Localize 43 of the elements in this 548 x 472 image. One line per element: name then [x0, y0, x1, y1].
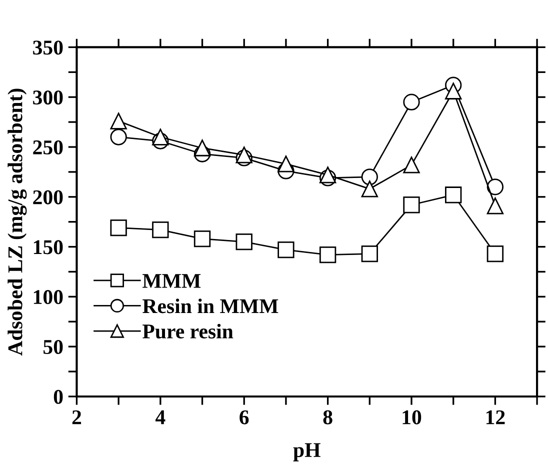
point — [194, 230, 211, 248]
x-axis-title: pH — [293, 443, 320, 462]
point — [152, 221, 169, 238]
legend-label: Resin in MMM — [142, 298, 278, 314]
point — [194, 140, 211, 156]
y-tick-label: 350 — [33, 40, 63, 55]
point — [278, 241, 294, 258]
point — [236, 233, 252, 250]
point — [278, 156, 294, 172]
x-tick-label: 12 — [486, 410, 505, 424]
point — [361, 245, 378, 262]
point — [361, 168, 378, 186]
x-tick-label: 6 — [240, 410, 249, 424]
point — [445, 186, 462, 204]
point — [110, 112, 127, 130]
point — [319, 246, 336, 264]
x-tick-label: 8 — [323, 410, 332, 424]
point — [403, 156, 420, 174]
x-tick-label: 2 — [72, 410, 82, 424]
legend-label: MMM — [142, 274, 201, 288]
point — [319, 166, 336, 184]
y-tick-label: 250 — [33, 140, 63, 154]
point — [445, 82, 462, 100]
legend-label: Pure resin — [142, 324, 234, 339]
y-tick-label: 0 — [54, 390, 63, 404]
point — [110, 128, 127, 146]
point — [486, 245, 504, 262]
y-tick-label: 100 — [34, 290, 63, 304]
point — [152, 128, 169, 146]
point — [486, 178, 504, 196]
x-tick-label: 10 — [402, 410, 422, 424]
point — [403, 94, 420, 110]
point — [236, 146, 252, 164]
point — [110, 219, 127, 236]
y-tick-label: 50 — [44, 340, 63, 354]
point — [361, 180, 378, 198]
y-axis-title: Adsobed LZ (mg/g adsorbent) — [8, 88, 27, 356]
x-tick-label: 4 — [155, 410, 166, 424]
y-tick-label: 200 — [33, 190, 63, 204]
y-tick-label: 300 — [33, 90, 63, 105]
y-tick-label: 150 — [34, 240, 63, 254]
point — [403, 196, 420, 214]
point — [486, 198, 504, 214]
